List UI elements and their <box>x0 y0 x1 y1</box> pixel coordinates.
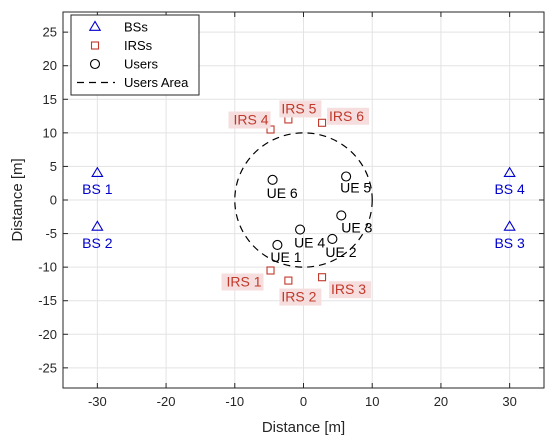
user-marker <box>327 233 338 244</box>
y-tick-label: 15 <box>43 92 57 107</box>
legend-marker-circle <box>89 58 101 70</box>
y-tick-label: -25 <box>38 360 57 375</box>
user-label: UE 6 <box>267 185 298 201</box>
x-tick-label: 10 <box>365 394 379 409</box>
y-tick-label: -15 <box>38 293 57 308</box>
bs-marker <box>503 166 516 177</box>
user-marker <box>336 210 347 221</box>
legend: BSs IRSs Users Users Area <box>70 14 200 96</box>
user-label: UE 2 <box>325 244 356 260</box>
legend-label: IRSs <box>124 38 153 53</box>
user-label: UE 3 <box>341 219 372 235</box>
user-label: UE 5 <box>340 180 371 196</box>
bs-marker <box>91 166 104 177</box>
irs-marker <box>318 273 327 282</box>
irs-label: IRS 2 <box>281 289 316 305</box>
irs-marker <box>284 276 293 285</box>
irs-label-background <box>329 281 372 299</box>
irs-marker <box>266 266 275 275</box>
axis-ticks: -30 -20 -10 0 10 20 30 -25 -20 -15 -10 -5 0 5 10 15 20 25 <box>38 12 544 409</box>
legend-label: BSs <box>124 20 148 35</box>
y-tick-label: -20 <box>38 327 57 342</box>
irs-label-background <box>228 111 271 129</box>
irs-label: IRS 4 <box>234 112 269 128</box>
y-tick-label: 25 <box>43 25 57 40</box>
x-tick-label: -10 <box>225 394 244 409</box>
irs-label-background <box>279 288 322 306</box>
user-marker <box>272 239 283 251</box>
y-tick-label: -10 <box>38 260 57 275</box>
users-area-layer <box>234 132 373 268</box>
x-tick-label: 0 <box>300 394 307 409</box>
bs-label: BS 2 <box>82 235 113 251</box>
irs-label-background <box>327 107 370 125</box>
irs-label: IRS 6 <box>329 108 364 124</box>
y-tick-label: 20 <box>43 58 57 73</box>
legend-label: Users Area <box>124 75 189 90</box>
x-tick-label: -30 <box>88 394 107 409</box>
bs-marker <box>503 220 516 231</box>
irs-label: IRS 1 <box>227 274 262 290</box>
irs-marker <box>318 118 327 127</box>
irs-label-background <box>279 100 322 118</box>
x-tick-label: -20 <box>157 394 176 409</box>
y-axis-label: Distance [m] <box>9 158 26 241</box>
x-tick-label: 20 <box>434 394 448 409</box>
y-tick-label: 0 <box>50 193 57 208</box>
bs-label: BS 1 <box>82 181 113 197</box>
y-tick-label: -5 <box>45 226 57 241</box>
legend-label: Users <box>124 57 158 72</box>
y-tick-label: 5 <box>50 159 57 174</box>
users-area-circle <box>234 132 373 268</box>
irs-label: IRS 3 <box>331 281 366 297</box>
irs-label: IRS 5 <box>281 100 316 116</box>
user-marker <box>341 171 352 182</box>
legend-marker-triangle <box>88 20 102 31</box>
user-marker <box>295 224 306 235</box>
irs-label-background <box>221 273 264 291</box>
x-tick-label: 30 <box>502 394 516 409</box>
y-tick-label: 10 <box>43 125 57 140</box>
user-label: UE 1 <box>270 249 301 265</box>
legend-marker-square <box>90 41 100 50</box>
x-axis-label: Distance [m] <box>262 419 345 436</box>
bs-label: BS 4 <box>494 181 525 197</box>
user-label: UE 4 <box>294 235 325 251</box>
bs-marker <box>91 220 104 231</box>
bs-label: BS 3 <box>494 235 525 251</box>
user-marker <box>267 174 278 185</box>
point-labels: BS 1 BS 2 BS 3 BS 4 IRS 1 IRS 2 IRS 3 IRS 4 IRS … <box>82 100 525 306</box>
legend-box <box>70 14 200 96</box>
